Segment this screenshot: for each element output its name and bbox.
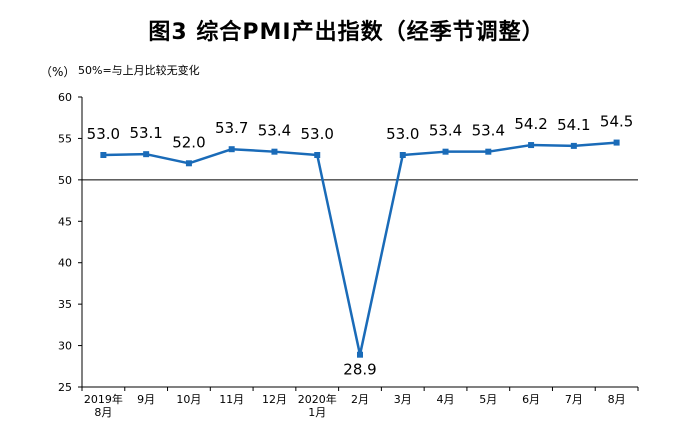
y-tick-label: 25	[58, 381, 72, 394]
x-tick-label: 4月	[437, 393, 455, 406]
y-tick-label: 35	[58, 298, 72, 311]
data-point	[271, 148, 278, 155]
data-point	[357, 351, 363, 358]
data-point	[442, 148, 449, 155]
data-label: 53.4	[429, 122, 462, 140]
data-point	[143, 151, 150, 158]
data-label: 53.7	[215, 119, 248, 137]
data-point	[485, 148, 492, 155]
x-tick-label: 8月	[608, 393, 626, 406]
x-tick-label: 1月	[308, 406, 326, 419]
data-label: 53.0	[301, 125, 334, 143]
x-tick-label: 3月	[394, 393, 412, 406]
x-tick-label: 2020年	[298, 392, 337, 406]
data-label: 53.0	[386, 125, 419, 143]
x-tick-label: 5月	[479, 393, 497, 406]
x-tick-label: 7月	[565, 393, 583, 406]
x-tick-label: 12月	[262, 393, 287, 406]
data-point	[399, 152, 406, 158]
data-label: 52.0	[172, 133, 205, 151]
y-tick-label: 45	[58, 215, 72, 228]
reference-note: 50%=与上月比较无变化	[78, 64, 200, 77]
y-tick-label: 60	[58, 91, 72, 104]
data-label: 54.2	[514, 115, 547, 133]
data-label: 53.4	[472, 122, 505, 140]
x-tick-label: 9月	[137, 393, 155, 406]
data-point	[528, 142, 535, 149]
data-point	[185, 160, 192, 167]
x-tick-label: 10月	[176, 393, 201, 406]
data-point	[100, 152, 107, 158]
data-label: 54.5	[600, 113, 633, 131]
x-tick-label: 6月	[522, 393, 540, 406]
x-tick-label: 8月	[94, 406, 112, 419]
data-point	[314, 152, 321, 158]
data-point	[570, 142, 577, 149]
y-axis-unit: （%）	[40, 65, 76, 79]
data-label: 53.0	[87, 125, 120, 143]
y-tick-label: 30	[58, 340, 72, 353]
data-point	[228, 146, 235, 153]
y-tick-label: 55	[58, 132, 72, 145]
y-tick-label: 40	[58, 257, 72, 270]
chart-title: 图3 综合PMI产出指数（经季节调整）	[148, 20, 545, 45]
x-tick-label: 11月	[219, 393, 244, 406]
x-tick-label: 2019年	[84, 392, 123, 406]
y-tick-label: 50	[58, 174, 72, 187]
data-label: 53.4	[258, 122, 291, 140]
data-label: 53.1	[129, 124, 162, 142]
series-line	[103, 141, 617, 356]
x-tick-label: 2月	[351, 393, 369, 406]
data-label: 28.9	[343, 361, 376, 379]
data-point	[613, 139, 620, 146]
data-label: 54.1	[557, 116, 590, 134]
